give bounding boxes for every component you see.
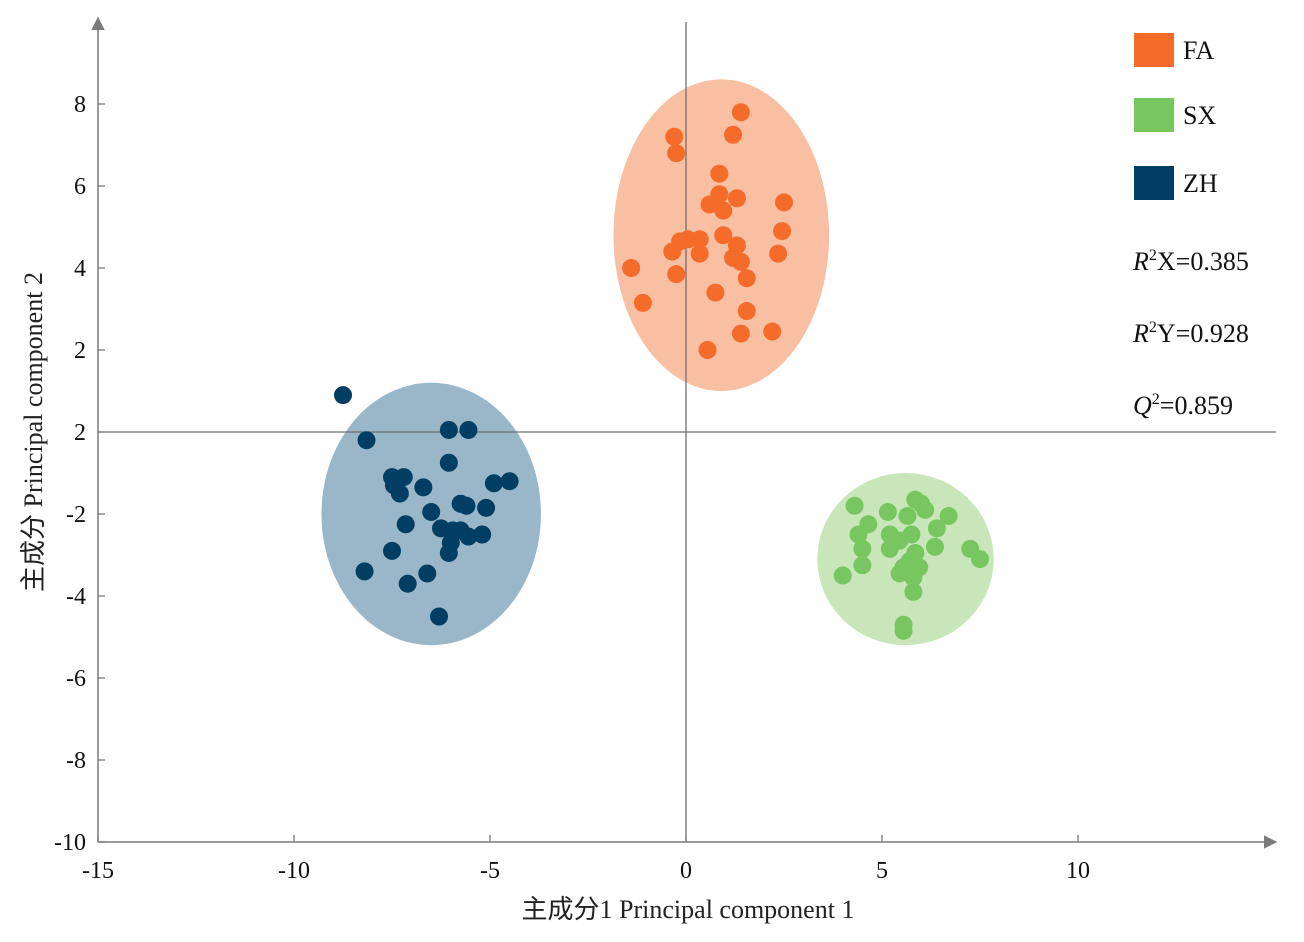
point-fa <box>667 265 686 284</box>
point-sx <box>849 525 868 544</box>
point-fa <box>622 259 641 277</box>
stat-q2: Q2=0.859 <box>1133 391 1233 420</box>
point-fa <box>700 195 719 214</box>
point-fa <box>737 302 756 321</box>
y-tick-label: -4 <box>66 584 86 610</box>
point-sx <box>904 568 923 587</box>
point-sx <box>971 550 989 569</box>
point-zh <box>396 515 415 534</box>
y-tick-label: 2 <box>74 420 86 446</box>
point-fa <box>706 283 725 302</box>
legend: FA SX ZH <box>1134 33 1218 200</box>
point-fa <box>690 230 709 249</box>
point-fa <box>737 269 756 288</box>
point-sx <box>833 566 852 585</box>
point-zh <box>383 541 401 560</box>
point-fa <box>710 164 729 183</box>
legend-label-fa: FA <box>1183 36 1215 65</box>
point-sx <box>916 500 935 519</box>
legend-swatch-sx <box>1134 98 1174 132</box>
point-fa <box>769 244 788 263</box>
point-fa <box>714 226 733 245</box>
point-zh <box>334 386 352 405</box>
point-fa <box>633 293 652 312</box>
y-tick-label: -2 <box>66 502 86 528</box>
point-sx <box>904 582 923 601</box>
point-fa <box>667 144 686 163</box>
x-tick-label: -15 <box>82 858 114 884</box>
point-fa <box>724 125 743 144</box>
point-fa <box>714 201 733 220</box>
data-points <box>334 103 989 640</box>
point-fa <box>665 127 684 146</box>
x-tick-label: 10 <box>1066 858 1090 884</box>
point-sx <box>939 507 958 526</box>
point-zh <box>398 574 417 593</box>
point-zh <box>414 478 433 497</box>
x-tick-label: 5 <box>876 858 888 884</box>
point-fa <box>698 341 717 359</box>
point-zh <box>473 525 492 544</box>
point-zh <box>439 543 458 562</box>
y-axis-title: 主成分 Principal component 2 <box>19 272 48 592</box>
point-zh <box>477 498 496 517</box>
point-zh <box>459 420 478 439</box>
point-zh <box>439 453 458 472</box>
point-fa <box>727 189 746 208</box>
legend-label-sx: SX <box>1183 101 1216 130</box>
point-zh <box>500 472 519 491</box>
point-fa <box>773 222 792 241</box>
y-tick-label: -10 <box>54 830 86 856</box>
point-zh <box>422 502 441 521</box>
point-fa <box>663 242 682 261</box>
point-sx <box>853 539 872 558</box>
point-sx <box>878 502 897 521</box>
confidence-ellipses <box>321 79 994 646</box>
y-tick-label: 6 <box>74 174 86 200</box>
point-sx <box>880 539 899 558</box>
model-statistics: R2X=0.385 R2Y=0.928 Q2=0.859 <box>1132 247 1249 420</box>
point-sx <box>894 621 913 640</box>
point-fa <box>731 103 750 122</box>
y-tick-label: 8 <box>74 92 86 118</box>
point-fa <box>731 324 750 343</box>
y-tick-label: -6 <box>66 666 86 692</box>
legend-swatch-zh <box>1134 166 1174 200</box>
point-sx <box>925 537 944 556</box>
y-tick-label: -8 <box>66 748 86 774</box>
point-sx <box>898 507 917 526</box>
legend-swatch-fa <box>1134 33 1174 67</box>
x-axis-title: 主成分1 Principal component 1 <box>522 895 855 924</box>
point-zh <box>390 484 409 503</box>
x-tick-label: 0 <box>680 858 692 884</box>
point-zh <box>457 496 476 515</box>
point-zh <box>439 420 458 439</box>
y-tick-label: 2 <box>74 338 86 364</box>
point-zh <box>459 527 478 546</box>
stat-r2x: R2X=0.385 <box>1132 247 1249 276</box>
y-tick-label: 4 <box>74 256 86 282</box>
point-zh <box>357 431 376 450</box>
legend-label-zh: ZH <box>1183 169 1218 198</box>
point-zh <box>418 564 437 583</box>
point-sx <box>845 496 864 515</box>
point-fa <box>690 244 709 263</box>
stat-r2y: R2Y=0.928 <box>1132 319 1249 348</box>
point-zh <box>355 562 374 581</box>
point-sx <box>890 564 909 583</box>
point-fa <box>775 193 793 212</box>
point-zh <box>484 474 503 493</box>
x-tick-label: -10 <box>278 858 310 884</box>
point-sx <box>853 556 872 575</box>
point-fa <box>731 252 750 271</box>
x-tick-label: -5 <box>480 858 500 884</box>
point-fa <box>763 322 782 341</box>
point-sx <box>927 519 946 538</box>
point-zh <box>430 607 449 626</box>
